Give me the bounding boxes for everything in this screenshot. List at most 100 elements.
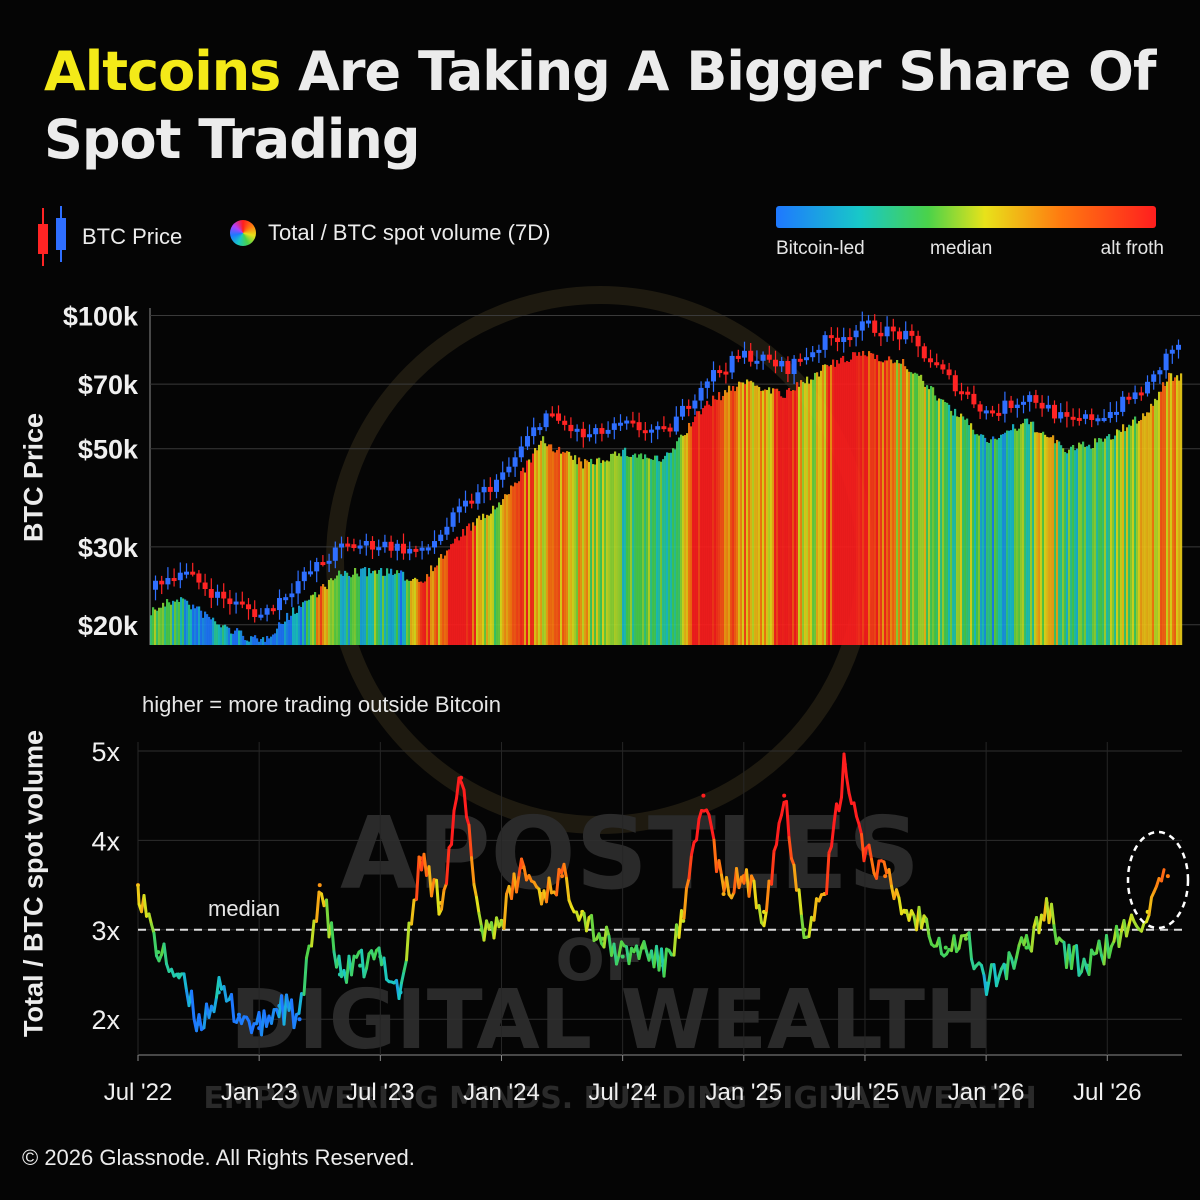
volume-bar: [980, 434, 983, 645]
volume-bar: [800, 380, 803, 645]
volume-bar: [828, 366, 831, 645]
ratio-line-segment: [787, 836, 793, 861]
volume-bar: [574, 455, 577, 645]
price-candle: [1120, 396, 1126, 412]
volume-bar: [690, 426, 693, 645]
volume-bar: [778, 391, 781, 645]
volume-bar: [824, 364, 827, 645]
volume-bar: [660, 461, 663, 645]
volume-bar: [810, 379, 813, 645]
volume-bar: [276, 628, 279, 645]
volume-bar: [934, 395, 937, 645]
ratio-line-segment: [190, 989, 196, 1021]
ratio-line-segment: [455, 776, 461, 800]
volume-bar: [832, 359, 835, 645]
price-candle: [500, 472, 506, 480]
volume-bar: [596, 458, 599, 645]
volume-bar: [302, 602, 305, 645]
price-candle: [921, 346, 927, 359]
ratio-line-segment: [410, 898, 416, 926]
price-candle: [531, 427, 537, 437]
volume-bar: [1042, 431, 1045, 645]
price-candle: [289, 593, 295, 598]
price-candle: [729, 355, 735, 373]
volume-bar: [186, 600, 189, 645]
price-candle: [841, 337, 847, 343]
ratio-line-segment: [250, 1022, 256, 1035]
price-candle: [314, 562, 320, 572]
volume-bar: [296, 612, 299, 645]
volume-bar: [626, 456, 629, 645]
volume-bar: [262, 637, 265, 645]
volume-bar: [1068, 449, 1071, 645]
volume-bar: [500, 504, 503, 645]
price-candle: [1070, 416, 1076, 420]
volume-bar: [1116, 429, 1119, 645]
volume-bar: [902, 358, 905, 645]
volume-bar: [826, 364, 829, 645]
price-candle: [345, 543, 351, 547]
price-candle: [1033, 395, 1039, 403]
volume-bar: [314, 592, 317, 645]
volume-bar: [578, 457, 581, 645]
x-tick-label: Jan '26: [948, 1079, 1025, 1106]
ratio-line-segment: [662, 947, 668, 978]
volume-bar: [1040, 432, 1043, 645]
price-candle: [332, 547, 338, 561]
volume-bar: [616, 455, 619, 645]
volume-bar: [542, 436, 545, 645]
ratio-line-segment: [297, 992, 303, 1015]
gradient-dot-icon: [230, 220, 256, 246]
ratio-line-segment: [1052, 924, 1058, 945]
price-candle: [934, 362, 940, 366]
price-candle: [773, 359, 778, 367]
price-candle: [649, 429, 654, 433]
volume-bar: [458, 540, 461, 645]
price-candle: [388, 541, 394, 551]
volume-bar: [150, 615, 153, 645]
volume-bar: [1018, 428, 1021, 645]
ratio-line-segment: [162, 942, 168, 966]
volume-bar: [880, 361, 883, 645]
price-candle: [766, 354, 772, 360]
volume-bar: [426, 574, 429, 645]
price-candle: [425, 547, 431, 551]
volume-bar: [802, 381, 805, 645]
volume-bar: [1076, 448, 1079, 645]
volume-bar: [822, 364, 825, 645]
volume-bar: [622, 449, 625, 645]
volume-bar: [1090, 448, 1093, 645]
ratio-line-segment: [405, 921, 411, 962]
ratio-line-segment: [617, 940, 623, 957]
candlestick-icon: [38, 206, 66, 266]
volume-bar: [1054, 443, 1057, 645]
volume-bar: [878, 361, 881, 645]
price-candle: [1002, 400, 1008, 414]
volume-bar: [444, 555, 447, 645]
x-tick-label: Jul '22: [104, 1079, 173, 1106]
ratio-line-segment: [752, 879, 758, 910]
volume-bar: [180, 597, 183, 645]
volume-bar: [930, 385, 933, 645]
price-candle: [518, 446, 524, 458]
price-candle: [258, 614, 264, 618]
volume-bar: [834, 366, 837, 645]
price-candle: [246, 604, 251, 610]
price-candle: [270, 608, 276, 612]
ratio-line-segment: [605, 925, 611, 938]
volume-bar: [534, 448, 537, 645]
ratio-line-segment: [450, 809, 456, 846]
price-candle: [667, 427, 673, 432]
x-tick-label: Jul '24: [588, 1079, 657, 1106]
volume-bar: [450, 544, 453, 645]
ratio-line-segment: [725, 875, 731, 896]
price-candle: [1138, 392, 1144, 396]
ratio-line-segment: [142, 893, 148, 918]
volume-bar: [160, 607, 163, 645]
volume-bar: [1162, 382, 1165, 645]
price-candle: [165, 578, 171, 585]
volume-bar: [438, 557, 441, 645]
volume-bar: [714, 399, 717, 645]
volume-bar: [1142, 413, 1145, 645]
